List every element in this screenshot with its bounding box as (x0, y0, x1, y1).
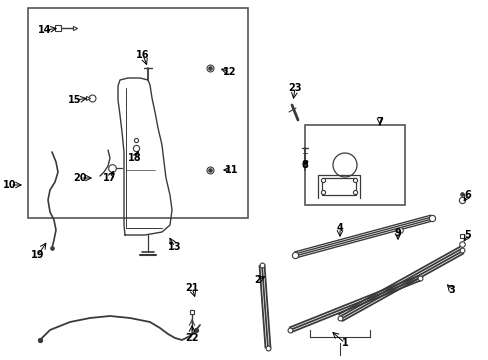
Text: 13: 13 (168, 242, 182, 252)
Text: 10: 10 (3, 180, 17, 190)
Text: 2: 2 (254, 275, 261, 285)
Text: 14: 14 (38, 25, 52, 35)
Text: 12: 12 (223, 67, 236, 77)
Text: 4: 4 (336, 223, 343, 233)
Text: 18: 18 (128, 153, 142, 163)
Text: 9: 9 (394, 228, 401, 238)
Text: 21: 21 (185, 283, 198, 293)
Text: 8: 8 (301, 160, 308, 170)
Text: 17: 17 (103, 173, 117, 183)
Text: 15: 15 (68, 95, 81, 105)
Text: 5: 5 (464, 230, 470, 240)
Text: 6: 6 (464, 190, 470, 200)
Text: 23: 23 (287, 83, 301, 93)
Text: 3: 3 (447, 285, 454, 295)
Text: 20: 20 (73, 173, 86, 183)
Text: 1: 1 (341, 338, 347, 348)
Text: 7: 7 (376, 117, 383, 127)
Bar (305, 125, 404, 205)
Text: 22: 22 (185, 333, 198, 343)
Bar (28, 8, 247, 218)
Text: 16: 16 (136, 50, 149, 60)
Text: 19: 19 (31, 250, 45, 260)
Text: 11: 11 (225, 165, 238, 175)
